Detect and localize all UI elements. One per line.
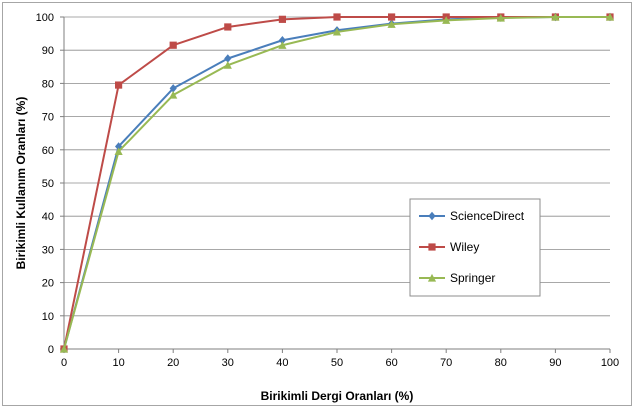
data-point-springer-20 [169,90,178,99]
legend-swatch-marker [428,243,436,251]
x-tick-label-70: 70 [440,357,452,369]
x-tick-label-60: 60 [385,357,397,369]
data-point-wiley-50 [333,13,341,21]
data-point-springer-10 [114,147,123,156]
data-point-springer-60 [387,20,396,28]
legend-item-wiley: Wiley [419,240,479,254]
data-point-wiley-20 [169,41,177,49]
x-tick-label-80: 80 [495,357,507,369]
legend: ScienceDirect Wiley Springer [409,198,541,297]
legend-swatch-marker [427,273,437,282]
legend-label: Wiley [450,240,479,254]
y-tick-label-20: 20 [42,278,54,290]
data-point-springer-50 [332,27,342,36]
y-tick-label-90: 90 [42,45,54,57]
axes [60,16,611,353]
data-point-wiley-40 [278,15,286,23]
y-tick-label-60: 60 [42,145,54,157]
y-axis-title: Birikimli Kullanım Oranları (%) [14,97,28,270]
data-point-springer-100 [605,12,615,21]
x-tick-labels: 0 10 20 30 40 50 60 70 80 90 100 [61,357,619,369]
legend-item-springer: Springer [419,271,495,285]
x-tick-label-90: 90 [549,357,561,369]
x-tick-label-40: 40 [276,357,288,369]
y-tick-labels: 0 10 20 30 40 50 60 70 80 90 100 [36,12,54,356]
data-point-springer-40 [278,41,287,49]
legend-swatch-marker [428,211,436,221]
y-tick-label-30: 30 [42,244,54,256]
data-point-sciencedirect-20 [169,84,177,93]
x-tick-label-20: 20 [167,357,179,369]
x-tick-label-0: 0 [61,357,67,369]
x-tick-label-10: 10 [112,357,124,369]
series-group [59,12,615,354]
y-tick-label-10: 10 [42,311,54,323]
x-tick-label-30: 30 [222,357,234,369]
data-point-springer-0 [59,344,69,353]
data-point-springer-70 [442,16,451,24]
grid-lines [64,16,610,350]
data-point-sciencedirect-40 [278,36,286,45]
legend-label: Springer [450,271,495,285]
y-tick-label-80: 80 [42,78,54,90]
data-point-wiley-30 [224,23,232,31]
x-tick-label-100: 100 [601,357,619,369]
legend-item-sciencedirect: ScienceDirect [419,209,525,223]
data-point-sciencedirect-30 [224,54,232,63]
data-point-springer-90 [551,12,560,21]
series-springer [59,12,615,353]
data-point-wiley-10 [115,81,123,89]
y-tick-label-40: 40 [42,211,54,223]
x-tick-label-50: 50 [331,357,343,369]
data-point-wiley-60 [388,13,396,21]
x-axis-title: Birikimli Dergi Oranları (%) [261,389,414,403]
legend-label: ScienceDirect [450,209,525,223]
y-tick-label-100: 100 [36,12,54,24]
data-point-springer-80 [496,13,505,22]
y-tick-label-50: 50 [42,178,54,190]
y-tick-label-0: 0 [48,344,54,356]
y-tick-label-70: 70 [42,112,54,124]
data-point-springer-30 [223,61,232,69]
